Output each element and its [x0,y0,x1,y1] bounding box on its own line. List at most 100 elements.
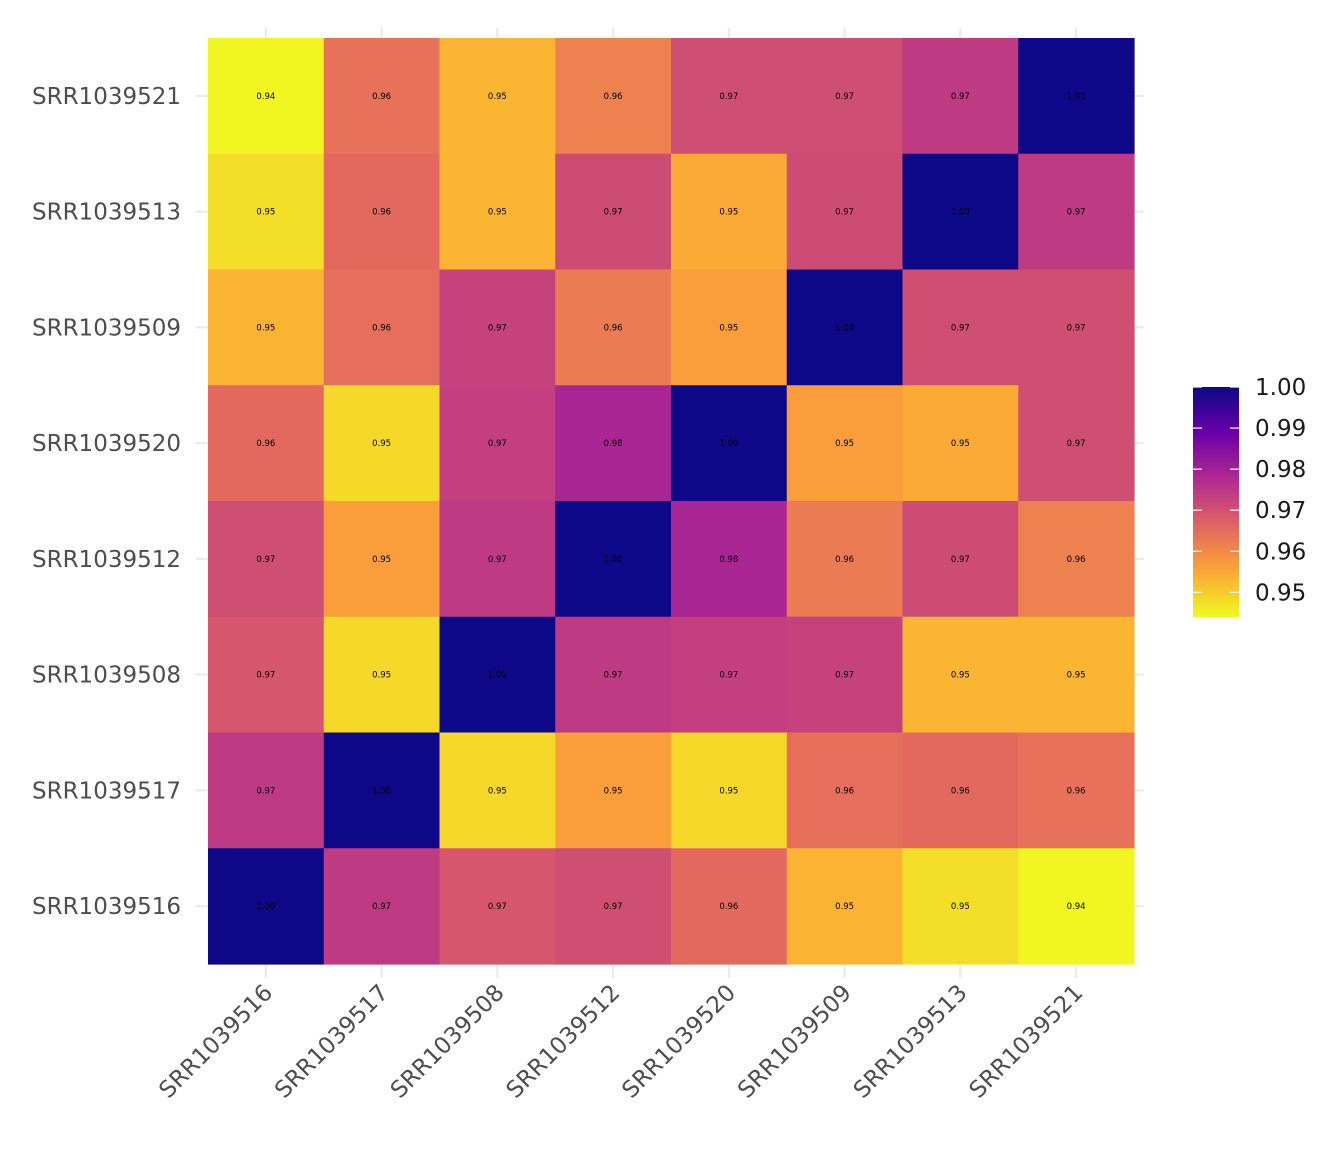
heatmap-cell [439,385,556,502]
cell-value-label: 0.96 [372,323,391,333]
cell-value-label: 1.00 [951,208,970,218]
heatmap-cell [1018,269,1135,386]
heatmap-cell [671,732,788,849]
cell-value-label: 0.97 [604,208,623,218]
heatmap-cell [1018,153,1135,271]
cell-value-label: 0.95 [1067,671,1086,681]
color-legend: 1.00 0.99 0.98 0.97 0.96 0.95 [1193,375,1306,617]
cell-value-label: 1.00 [1067,92,1086,102]
heatmap-cell [671,848,788,965]
heatmap-cell [1018,732,1135,849]
cell-value-label: 0.96 [1067,786,1086,796]
cell-value-label: 0.95 [488,786,507,796]
cell-value-label: 0.95 [488,92,507,102]
heatmap-cell [902,848,1019,965]
heatmap-cell [1018,616,1135,734]
cell-value-label: 0.96 [719,902,738,912]
heatmap-cell [902,38,1019,155]
cell-value-label: 0.97 [951,555,970,565]
cell-value-label: 0.95 [256,208,275,218]
cell-value-label: 0.97 [1067,323,1086,333]
cell-value-label: 0.95 [256,323,275,333]
heatmap-cells [208,38,1135,965]
cell-value-label: 0.96 [256,439,275,449]
cell-value-label: 0.96 [604,92,623,102]
cell-value-label: 0.97 [1067,208,1086,218]
heatmap-cell [671,269,788,386]
heatmap-cell [671,38,788,155]
legend-colorbar [1193,387,1239,617]
cell-value-label: 0.94 [1067,902,1086,912]
cell-value-label: 0.97 [719,671,738,681]
cell-value-label: 0.97 [488,439,507,449]
heatmap-cell [208,501,325,618]
cell-value-label: 0.95 [372,671,391,681]
cell-value-label: 0.97 [604,902,623,912]
heatmap-cell [786,269,904,386]
cell-value-label: 1.00 [256,902,275,912]
heatmap-cell [323,153,441,271]
cell-value-label: 0.97 [488,902,507,912]
cell-value-label: 0.95 [719,786,738,796]
y-axis: SRR1039521 SRR1039513 SRR1039509 SRR1039520… [32,84,181,920]
cell-value-label: 0.96 [372,92,391,102]
cell-value-label: 0.97 [835,671,854,681]
x-tick-label: SRR1039508 [386,980,510,1104]
legend-ticks: 1.00 0.99 0.98 0.97 0.96 0.95 [1193,375,1306,606]
heatmap-cell [208,385,325,502]
cell-value-label: 0.97 [256,555,275,565]
cell-value-label: 0.95 [372,439,391,449]
y-tick-label: SRR1039509 [32,315,181,341]
legend-tick-label: 0.98 [1255,457,1306,483]
cell-value-label: 0.96 [951,786,970,796]
cell-value-label: 0.97 [719,92,738,102]
cell-value-label: 0.95 [835,902,854,912]
y-tick-label: SRR1039512 [32,547,181,573]
y-tick-label: SRR1039516 [32,894,181,920]
heatmap-cell [439,616,556,734]
cell-value-label: 0.95 [951,439,970,449]
heatmap-cell [786,616,904,734]
cell-value-label: 0.96 [835,555,854,565]
heatmap-cell [208,38,325,155]
heatmap-cell [1018,38,1135,155]
cell-value-label: 1.00 [488,671,507,681]
cell-value-label: 1.00 [835,323,854,333]
heatmap-cell [555,848,672,965]
y-tick-label: SRR1039517 [32,778,181,804]
heatmap-cell [786,732,904,849]
heatmap-cell [902,153,1019,271]
heatmap-cell [902,616,1019,734]
cell-value-label: 0.97 [372,902,391,912]
heatmap-cell [786,501,904,618]
cell-value-label: 0.97 [488,323,507,333]
heatmap-cell [439,269,556,386]
cell-value-label: 0.94 [256,92,275,102]
legend-tick-label: 0.97 [1255,498,1306,524]
heatmap-cell [1018,501,1135,618]
legend-tick-label: 0.99 [1255,416,1306,442]
heatmap-cell [902,269,1019,386]
cell-value-label: 0.97 [951,92,970,102]
x-tick-label: SRR1039521 [965,980,1089,1104]
heatmap-cell [439,153,556,271]
cell-value-label: 0.97 [256,671,275,681]
y-tick-label: SRR1039520 [32,431,181,457]
y-tick-label: SRR1039508 [32,663,181,689]
cell-value-label: 0.97 [1067,439,1086,449]
heatmap-cell [439,501,556,618]
cell-value-label: 0.97 [604,671,623,681]
cell-value-label: 0.95 [488,208,507,218]
heatmap-cell [555,616,672,734]
heatmap-cell-labels: 0.94 0.96 0.95 0.96 0.97 0.97 0.97 1.00 0.95 0.96… [256,92,1085,912]
cell-value-label: 0.95 [835,439,854,449]
heatmap-cell [208,269,325,386]
heatmap-cell [323,385,441,502]
heatmap-cell [208,616,325,734]
heatmap-cell [786,848,904,965]
cell-value-label: 0.97 [488,555,507,565]
cell-value-label: 0.95 [719,323,738,333]
cell-value-label: 0.96 [372,208,391,218]
heatmap-cell [671,385,788,502]
heatmap-cell [439,732,556,849]
